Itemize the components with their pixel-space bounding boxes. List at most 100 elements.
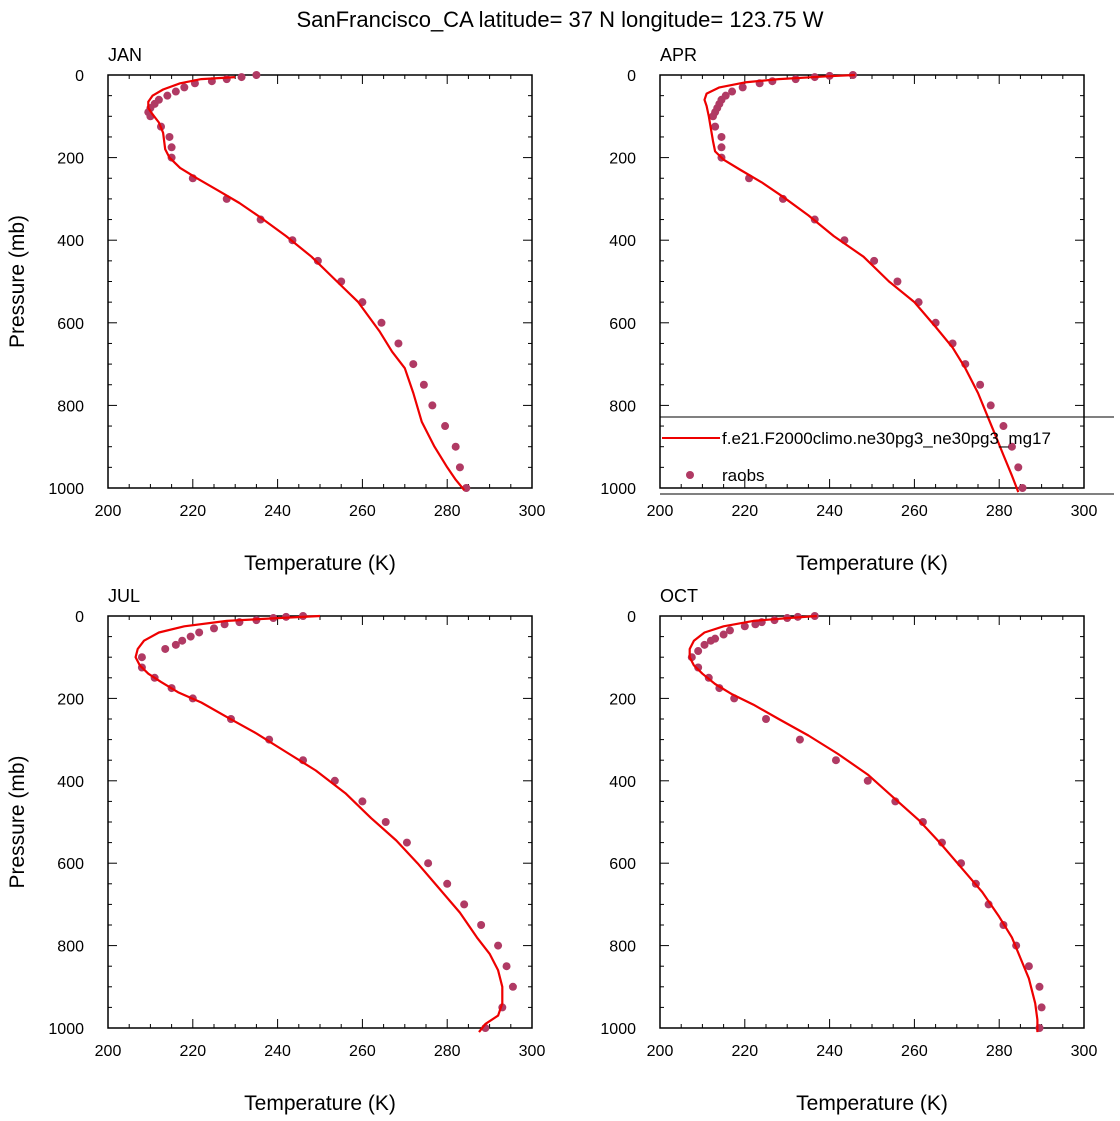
- raobs-point: [409, 360, 418, 369]
- y-tick-label: 200: [57, 691, 84, 708]
- raobs-point: [210, 624, 218, 633]
- x-tick-label: 280: [434, 503, 461, 520]
- raobs-point: [441, 422, 450, 431]
- raobs-point: [728, 87, 737, 96]
- panel-jan: JAN 200 220 240 260 280 300 0 200 400 600 800 1000 Te…: [6, 45, 545, 575]
- raobs-point: [751, 620, 760, 629]
- panel-jul: JUL 200 220 240 260 280 300 0 200 400 600 800 1000 Te…: [6, 586, 545, 1115]
- x-tick-label: 200: [647, 503, 674, 520]
- model-line: [703, 73, 1020, 493]
- y-tick-label: 0: [627, 68, 636, 85]
- raobs-point: [694, 647, 703, 656]
- raobs-point: [870, 256, 879, 265]
- raobs-point: [171, 87, 180, 96]
- raobs-point: [1037, 1003, 1046, 1012]
- raobs-point: [443, 879, 452, 888]
- y-tick-label: 600: [609, 316, 636, 333]
- x-tick-label: 260: [901, 1043, 928, 1060]
- x-tick-label: 240: [816, 1043, 843, 1060]
- raobs-point: [171, 640, 180, 649]
- raobs-point: [460, 900, 469, 909]
- panel-title: APR: [660, 45, 697, 65]
- raobs-point: [381, 818, 390, 826]
- y-tick-label: 600: [57, 316, 84, 333]
- x-tick-label: 260: [901, 503, 928, 520]
- raobs-point: [725, 626, 734, 635]
- x-axis-label: Temperature (K): [244, 1092, 396, 1115]
- panels: JAN 200 220 240 260 280 300 0 200 400 600 800 1000 Te…: [6, 45, 1097, 1115]
- panel-oct: OCT 200 220 240 260 280 300 0 200 400 600 800 1000 Te…: [600, 586, 1097, 1115]
- raobs-point: [428, 401, 437, 410]
- x-tick-label: 260: [349, 1043, 376, 1060]
- y-tick-label: 1000: [600, 1021, 636, 1038]
- raobs-point: [738, 83, 747, 92]
- raobs-point: [831, 756, 840, 765]
- x-tick-label: 220: [731, 503, 758, 520]
- y-tick-label: 400: [609, 774, 636, 791]
- raobs-series: [137, 612, 517, 1032]
- raobs-point: [451, 442, 460, 451]
- raobs-point: [163, 91, 172, 100]
- legend-obs-label: raobs: [722, 466, 765, 485]
- raobs-point: [313, 256, 322, 265]
- raobs-point: [711, 122, 720, 131]
- x-tick-label: 280: [986, 1043, 1013, 1060]
- y-axis-label: Pressure (mb): [6, 215, 29, 348]
- x-tick-label: 280: [434, 1043, 461, 1060]
- y-tick-label: 400: [609, 233, 636, 250]
- raobs-point: [891, 797, 900, 806]
- raobs-point: [165, 132, 174, 141]
- model-line: [688, 614, 1039, 1033]
- panel-title: OCT: [660, 586, 698, 606]
- raobs-point: [1035, 982, 1044, 991]
- y-tick-label: 0: [75, 68, 84, 85]
- x-tick-label: 300: [1071, 1043, 1098, 1060]
- x-tick-label: 240: [816, 503, 843, 520]
- model-line: [134, 614, 504, 1033]
- raobs-point: [508, 982, 517, 991]
- raobs-point: [252, 71, 261, 79]
- raobs-series: [144, 71, 471, 492]
- raobs-point: [976, 380, 985, 389]
- raobs-point: [1024, 962, 1033, 971]
- y-tick-label: 200: [609, 691, 636, 708]
- raobs-point: [195, 628, 204, 637]
- raobs-point: [377, 318, 386, 327]
- raobs-point: [186, 632, 195, 641]
- x-tick-label: 300: [1071, 503, 1098, 520]
- y-tick-label: 600: [57, 856, 84, 873]
- raobs-point: [762, 715, 770, 723]
- raobs-point: [394, 339, 403, 348]
- x-tick-label: 280: [986, 503, 1013, 520]
- x-tick-label: 240: [264, 503, 291, 520]
- raobs-point: [494, 941, 503, 950]
- raobs-point: [893, 277, 902, 286]
- raobs-point: [709, 112, 717, 121]
- legend: f.e21.F2000climo.ne30pg3_ne30pg3_mg17 ra…: [660, 416, 1114, 495]
- x-tick-label: 200: [95, 503, 122, 520]
- raobs-point: [918, 818, 927, 826]
- x-tick-label: 220: [731, 1043, 758, 1060]
- raobs-point: [167, 143, 176, 152]
- y-tick-label: 800: [57, 398, 84, 415]
- raobs-point: [999, 422, 1008, 431]
- y-tick-label: 800: [57, 939, 84, 956]
- raobs-point: [137, 653, 146, 662]
- figure-title: SanFrancisco_CA latitude= 37 N longitude…: [296, 7, 823, 32]
- plot-frame: [107, 615, 533, 1029]
- raobs-point: [256, 215, 265, 224]
- y-tick-label: 1000: [48, 481, 84, 498]
- raobs-point: [717, 143, 726, 152]
- raobs-point: [237, 73, 246, 82]
- x-tick-label: 220: [179, 1043, 206, 1060]
- y-tick-label: 800: [609, 939, 636, 956]
- x-axis-label: Temperature (K): [796, 552, 948, 575]
- raobs-point: [863, 776, 872, 785]
- raobs-point: [502, 962, 511, 971]
- x-tick-label: 300: [519, 503, 546, 520]
- legend-model-label: f.e21.F2000climo.ne30pg3_ne30pg3_mg17: [722, 429, 1051, 448]
- y-tick-label: 800: [609, 398, 636, 415]
- raobs-point: [986, 401, 995, 410]
- raobs-point: [161, 644, 170, 653]
- raobs-point: [717, 132, 726, 141]
